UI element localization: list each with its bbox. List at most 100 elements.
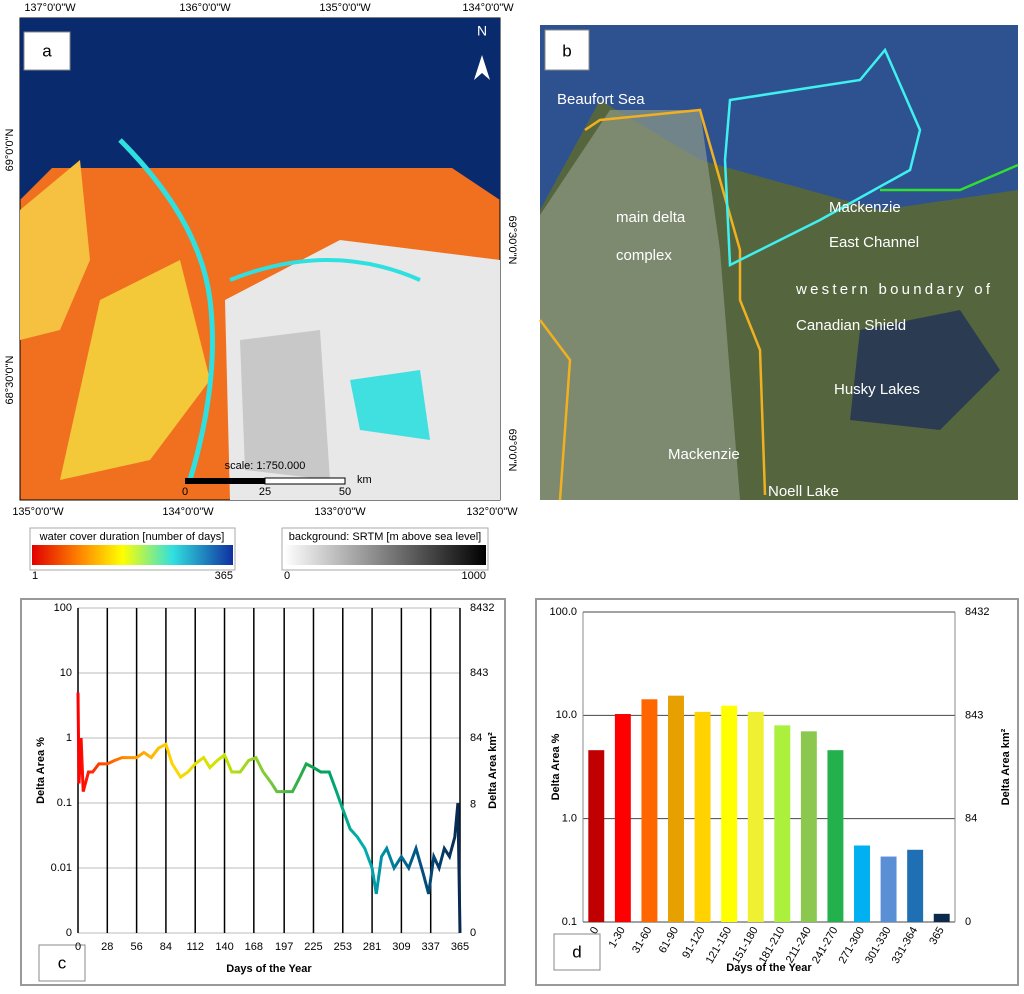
x-tick-label: 365 bbox=[451, 941, 469, 953]
colorbar bbox=[284, 545, 486, 565]
bar bbox=[827, 750, 844, 922]
x-tick-label: 225 bbox=[304, 941, 322, 953]
bar bbox=[774, 725, 791, 922]
bar bbox=[880, 856, 897, 922]
y-axis-title: Delta Area % bbox=[550, 733, 562, 800]
map-a bbox=[19, 17, 501, 501]
lon-label: 137°0'0"W bbox=[24, 2, 76, 14]
y-tick-label: 0 bbox=[66, 927, 72, 939]
map-label: Mackenzie bbox=[829, 199, 901, 216]
map-label: Noell Lake bbox=[768, 483, 839, 500]
x-tick-label: 28 bbox=[101, 941, 113, 953]
y2-tick-label: 843 bbox=[965, 709, 983, 721]
panel-label: c bbox=[58, 953, 67, 972]
map-b bbox=[539, 25, 1019, 501]
x-tick-label: 281 bbox=[363, 941, 381, 953]
map-label: Canadian Shield bbox=[796, 317, 906, 334]
x-tick-label: 309 bbox=[392, 941, 410, 953]
legend-title: background: SRTM [m above sea level] bbox=[289, 531, 481, 543]
bar bbox=[588, 750, 605, 922]
bar bbox=[907, 849, 924, 922]
bar bbox=[747, 711, 764, 922]
north-arrow: N bbox=[477, 23, 487, 39]
bar bbox=[854, 845, 870, 922]
x-tick-label: 197 bbox=[275, 941, 293, 953]
y-tick-label: 1 bbox=[66, 732, 72, 744]
map-label: main delta bbox=[616, 209, 686, 226]
panel-label-box bbox=[38, 944, 86, 982]
lon-label: 136°0'0"W bbox=[179, 2, 231, 14]
bar bbox=[694, 711, 711, 922]
y-tick-label: 100 bbox=[54, 602, 72, 614]
map-label: western boundary of bbox=[795, 281, 991, 298]
x-axis-title: Days of the Year bbox=[726, 962, 812, 974]
x-tick-label: 0 bbox=[75, 941, 81, 953]
colorbar bbox=[32, 545, 233, 565]
y2-tick-label: 8 bbox=[470, 798, 476, 810]
y-axis-title: Delta Area % bbox=[35, 737, 47, 804]
panel-label-box bbox=[553, 933, 601, 971]
y-tick-label: 10.0 bbox=[556, 709, 577, 721]
chart-frame bbox=[20, 598, 506, 986]
y2-tick-label: 8432 bbox=[470, 602, 494, 614]
bar bbox=[668, 695, 684, 922]
y-tick-label: 1.0 bbox=[562, 813, 577, 825]
x-tick-label: 140 bbox=[215, 941, 233, 953]
lon-label: 135°0'0"W bbox=[12, 506, 64, 518]
lat-label: 68°30'0"N bbox=[4, 355, 16, 404]
data-line bbox=[76, 692, 462, 934]
panel-label: d bbox=[572, 942, 581, 961]
lon-label: 134°0'0"W bbox=[162, 506, 214, 518]
x-tick-label: 168 bbox=[245, 941, 263, 953]
x-tick-label: 0 bbox=[588, 925, 601, 936]
bar bbox=[614, 714, 631, 922]
y-tick-label: 100.0 bbox=[549, 606, 577, 618]
panel-label: b bbox=[562, 41, 571, 60]
x-tick-label: 337 bbox=[422, 941, 440, 953]
bar bbox=[721, 705, 738, 922]
lon-label: 134°0'0"W bbox=[462, 2, 514, 14]
y2-tick-label: 84 bbox=[470, 732, 482, 744]
lat-label: 69°0'0"N bbox=[4, 129, 16, 172]
map-label: Husky Lakes bbox=[834, 381, 920, 398]
y2-axis-title: Delta Area km² bbox=[1000, 728, 1012, 805]
scale-text: scale: 1:750.000 bbox=[225, 460, 306, 472]
y-tick-label: 0.1 bbox=[562, 916, 577, 928]
scale-unit: km bbox=[357, 474, 372, 486]
map-label: complex bbox=[616, 247, 672, 264]
y2-tick-label: 8432 bbox=[965, 606, 989, 618]
scale-tick: 0 bbox=[182, 486, 188, 498]
x-tick-label: 112 bbox=[186, 941, 204, 953]
lon-label: 133°0'0"W bbox=[314, 506, 366, 518]
lon-label: 135°0'0"W bbox=[319, 2, 371, 14]
scale-tick: 50 bbox=[339, 486, 351, 498]
x-tick-label: 84 bbox=[160, 941, 172, 953]
legend-max: 365 bbox=[215, 570, 233, 582]
y-tick-label: 0.1 bbox=[57, 797, 72, 809]
y2-tick-label: 0 bbox=[470, 927, 476, 939]
x-axis-title: Days of the Year bbox=[226, 963, 312, 975]
legend-min: 1 bbox=[32, 570, 38, 582]
scale-tick: 25 bbox=[259, 486, 271, 498]
y-tick-label: 10 bbox=[60, 667, 72, 679]
panel-label: a bbox=[42, 41, 52, 60]
y2-axis-title: Delta Area km² bbox=[487, 732, 499, 809]
x-tick-label: 253 bbox=[334, 941, 352, 953]
x-tick-label: 56 bbox=[130, 941, 142, 953]
y2-tick-label: 843 bbox=[470, 667, 488, 679]
legend-min: 0 bbox=[284, 570, 290, 582]
lat-label: 69°0'0"N bbox=[506, 429, 518, 472]
map-label: Mackenzie bbox=[668, 446, 740, 463]
lat-label: 69°30'0"N bbox=[506, 216, 518, 265]
lon-label: 132°0'0"W bbox=[466, 506, 518, 518]
y2-tick-label: 84 bbox=[965, 813, 977, 825]
legend-title: water cover duration [number of days] bbox=[39, 531, 225, 543]
y-tick-label: 0.01 bbox=[51, 862, 72, 874]
map-label: Beaufort Sea bbox=[557, 91, 645, 108]
bar bbox=[933, 913, 950, 922]
bar bbox=[800, 731, 817, 922]
y2-tick-label: 0 bbox=[965, 916, 971, 928]
legend-max: 1000 bbox=[462, 570, 486, 582]
